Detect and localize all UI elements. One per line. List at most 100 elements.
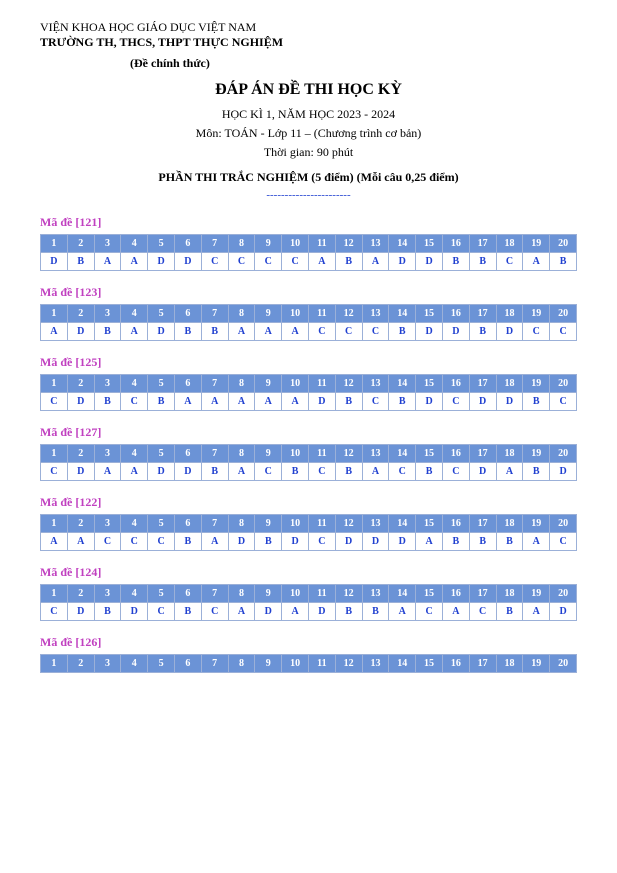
answer-cell: B xyxy=(148,393,175,411)
official-label: (Đề chính thức) xyxy=(130,56,577,71)
answer-cell: C xyxy=(148,533,175,551)
answer-cell: D xyxy=(389,533,416,551)
answer-cell: C xyxy=(523,323,550,341)
question-number: 9 xyxy=(255,235,282,253)
question-number: 13 xyxy=(362,445,389,463)
answer-cell: B xyxy=(201,323,228,341)
question-number: 8 xyxy=(228,655,255,673)
question-number: 12 xyxy=(335,445,362,463)
question-number: 2 xyxy=(67,375,94,393)
answer-cell: A xyxy=(389,603,416,621)
exams-container: Mã đề [121]12345678910111213141516171819… xyxy=(40,215,577,673)
answer-cell: D xyxy=(308,603,335,621)
subhead-duration: Thời gian: 90 phút xyxy=(40,145,577,160)
section-title: PHẦN THI TRẮC NGHIỆM (5 điểm) (Mỗi câu 0… xyxy=(40,170,577,185)
school-name: TRƯỜNG TH, THCS, THPT THỰC NGHIỆM xyxy=(40,35,577,50)
question-number: 5 xyxy=(148,375,175,393)
question-number: 13 xyxy=(362,655,389,673)
question-number: 18 xyxy=(496,235,523,253)
answer-cell: B xyxy=(362,603,389,621)
answer-cell: A xyxy=(228,323,255,341)
answer-cell: B xyxy=(255,533,282,551)
question-number: 12 xyxy=(335,515,362,533)
question-number: 20 xyxy=(550,655,577,673)
question-number: 18 xyxy=(496,655,523,673)
answer-cell: B xyxy=(469,253,496,271)
question-number: 16 xyxy=(442,515,469,533)
answer-cell: A xyxy=(523,533,550,551)
exam-code: Mã đề [125] xyxy=(40,355,577,370)
question-number: 3 xyxy=(94,655,121,673)
answer-cell: D xyxy=(255,603,282,621)
question-number: 3 xyxy=(94,235,121,253)
question-number: 17 xyxy=(469,655,496,673)
question-number: 7 xyxy=(201,235,228,253)
answer-cell: A xyxy=(523,603,550,621)
answer-cell: D xyxy=(41,253,68,271)
answer-cell: A xyxy=(121,323,148,341)
question-number: 1 xyxy=(41,375,68,393)
question-number: 12 xyxy=(335,375,362,393)
question-number: 15 xyxy=(416,585,443,603)
answer-cell: C xyxy=(389,463,416,481)
question-number: 9 xyxy=(255,585,282,603)
question-number: 11 xyxy=(308,585,335,603)
answer-cell: B xyxy=(523,393,550,411)
answer-cell: C xyxy=(282,253,309,271)
answer-cell: C xyxy=(416,603,443,621)
question-number: 16 xyxy=(442,445,469,463)
question-number: 11 xyxy=(308,375,335,393)
answer-cell: B xyxy=(335,253,362,271)
question-number: 7 xyxy=(201,305,228,323)
question-number: 7 xyxy=(201,515,228,533)
answer-cell: B xyxy=(335,393,362,411)
question-number: 7 xyxy=(201,445,228,463)
question-number: 12 xyxy=(335,655,362,673)
answer-cell: B xyxy=(442,533,469,551)
subhead-term: HỌC KÌ 1, NĂM HỌC 2023 - 2024 xyxy=(40,107,577,122)
question-number: 9 xyxy=(255,515,282,533)
question-number: 6 xyxy=(174,585,201,603)
question-number: 10 xyxy=(282,305,309,323)
question-number: 3 xyxy=(94,375,121,393)
question-number: 18 xyxy=(496,305,523,323)
question-number: 1 xyxy=(41,585,68,603)
answer-cell: A xyxy=(255,323,282,341)
question-number: 19 xyxy=(523,585,550,603)
question-number: 1 xyxy=(41,305,68,323)
answer-table: 1234567891011121314151617181920DBAADDCCC… xyxy=(40,234,577,271)
answer-cell: D xyxy=(67,463,94,481)
answer-cell: A xyxy=(121,253,148,271)
exam-code: Mã đề [122] xyxy=(40,495,577,510)
answer-cell: D xyxy=(228,533,255,551)
question-number: 5 xyxy=(148,235,175,253)
answer-cell: C xyxy=(41,393,68,411)
answer-cell: A xyxy=(282,393,309,411)
answer-cell: C xyxy=(362,323,389,341)
question-number: 15 xyxy=(416,445,443,463)
answer-cell: D xyxy=(416,323,443,341)
answer-cell: A xyxy=(174,393,201,411)
question-number: 16 xyxy=(442,585,469,603)
answer-cell: D xyxy=(148,323,175,341)
question-number: 10 xyxy=(282,515,309,533)
answer-cell: B xyxy=(335,463,362,481)
question-number: 1 xyxy=(41,235,68,253)
answer-table: 1234567891011121314151617181920ADBADBBAA… xyxy=(40,304,577,341)
org-name: VIỆN KHOA HỌC GIÁO DỤC VIỆT NAM xyxy=(40,20,577,35)
answer-cell: A xyxy=(228,393,255,411)
question-number: 2 xyxy=(67,515,94,533)
question-number: 5 xyxy=(148,655,175,673)
question-number: 10 xyxy=(282,655,309,673)
answer-cell: C xyxy=(308,463,335,481)
answer-cell: C xyxy=(496,253,523,271)
answer-cell: A xyxy=(41,533,68,551)
answer-cell: A xyxy=(67,533,94,551)
question-number: 9 xyxy=(255,655,282,673)
answer-cell: C xyxy=(255,253,282,271)
question-number: 8 xyxy=(228,515,255,533)
question-number: 7 xyxy=(201,375,228,393)
question-number: 4 xyxy=(121,235,148,253)
answer-cell: D xyxy=(550,463,577,481)
question-number: 1 xyxy=(41,445,68,463)
